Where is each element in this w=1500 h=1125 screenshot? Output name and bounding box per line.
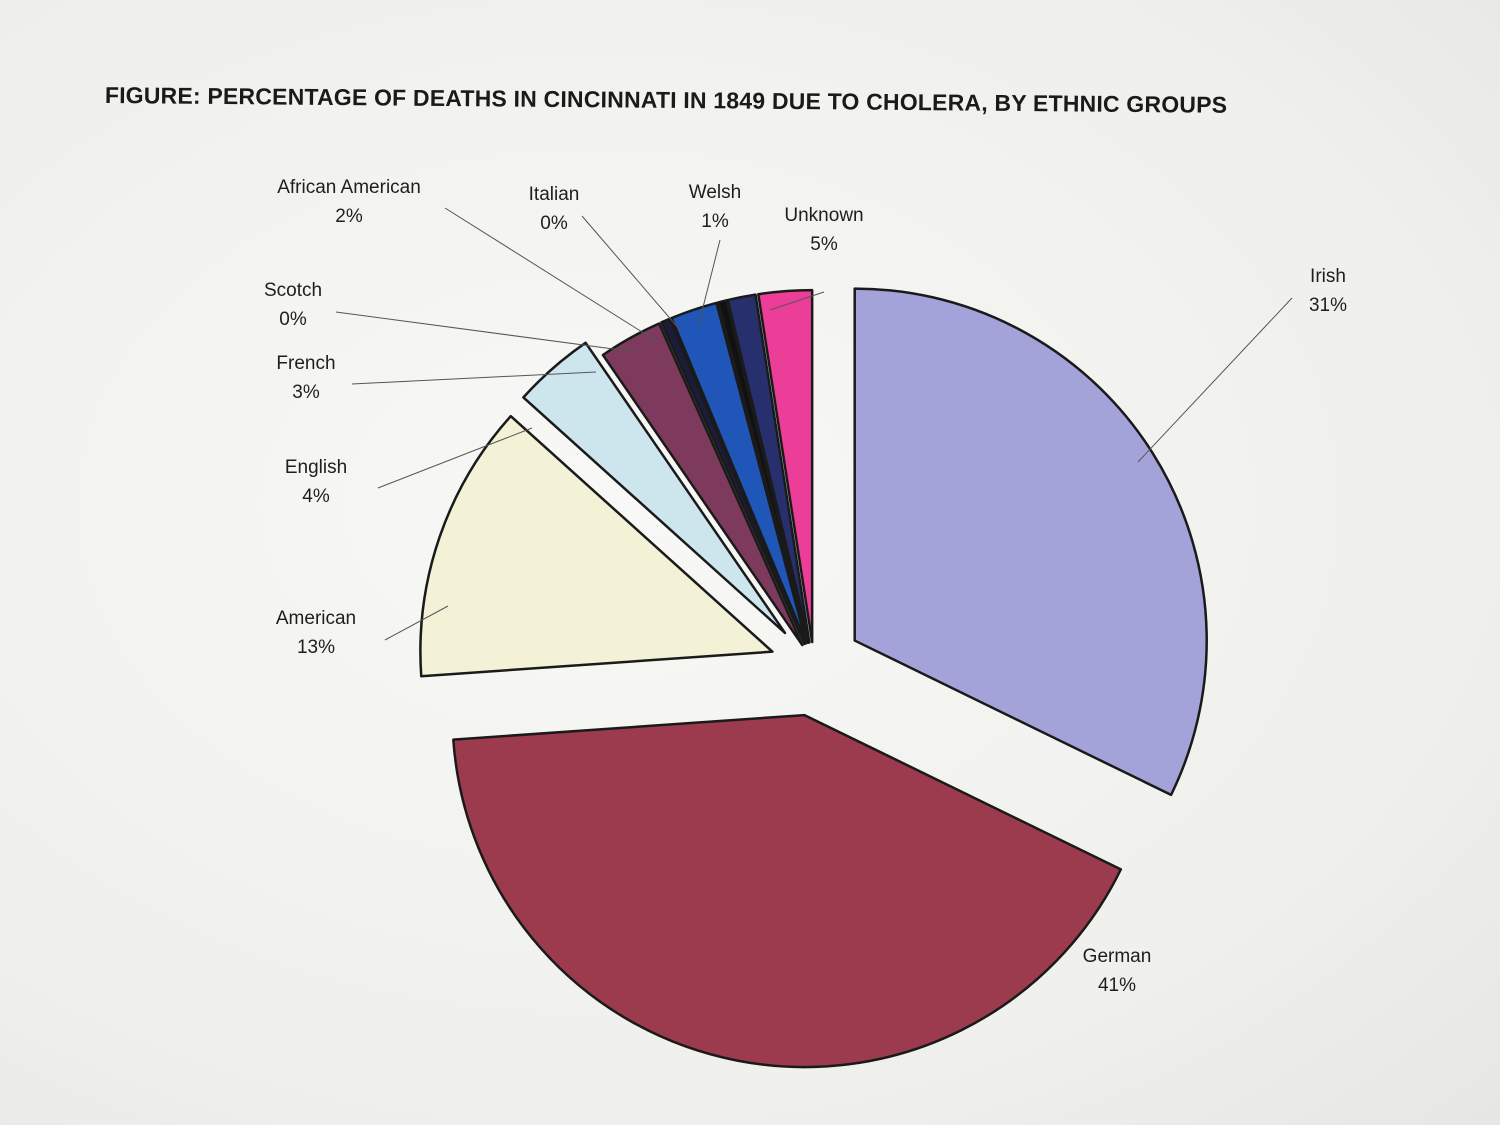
leader-line-irish (1137, 297, 1293, 463)
pie-slice-french (601, 322, 804, 647)
slice-label-italian: Italian (529, 184, 580, 205)
pie-slice-irish (853, 287, 1208, 797)
slice-value-american: 13% (297, 637, 335, 658)
pie-slice-english (522, 341, 787, 635)
leader-line-welsh (697, 239, 721, 328)
slice-label-african-american: African American (277, 177, 421, 198)
pie-slice-german (452, 713, 1123, 1069)
slice-label-american: American (276, 608, 356, 629)
slice-value-italian: 0% (540, 213, 568, 234)
leader-line-unknown (769, 291, 825, 311)
slice-value-french: 3% (292, 382, 320, 403)
slice-labels: Irish 31% German 41% American 13% English 4% Fre… (264, 177, 1347, 996)
slice-label-german: German (1083, 946, 1152, 967)
leader-line-english (377, 427, 533, 489)
slice-value-german: 41% (1098, 975, 1136, 996)
slice-value-scotch: 0% (279, 309, 307, 330)
slice-value-welsh: 1% (701, 211, 729, 232)
leader-line-italian (581, 215, 681, 331)
pie-slice-italian (716, 299, 810, 644)
leader-line-french (351, 371, 597, 385)
slice-label-welsh: Welsh (689, 182, 741, 203)
pie-slice-welsh (726, 293, 811, 644)
slice-value-unknown: 5% (810, 234, 838, 255)
slice-value-english: 4% (302, 486, 330, 507)
slice-label-french: French (276, 353, 335, 374)
pie-slice-american (419, 414, 774, 678)
pie-slice-unknown (757, 288, 814, 644)
leader-line-american (384, 605, 449, 641)
pie-slice-african-american (670, 301, 808, 645)
slice-value-irish: 31% (1309, 295, 1347, 316)
slice-label-unknown: Unknown (784, 205, 863, 226)
slice-label-scotch: Scotch (264, 280, 322, 301)
leader-line-african-american (444, 207, 659, 343)
pie-slices (419, 287, 1208, 1069)
slice-label-english: English (285, 457, 347, 478)
leader-line-scotch (335, 311, 637, 353)
slice-value-african-american: 2% (335, 206, 363, 227)
slice-label-irish: Irish (1310, 266, 1346, 287)
